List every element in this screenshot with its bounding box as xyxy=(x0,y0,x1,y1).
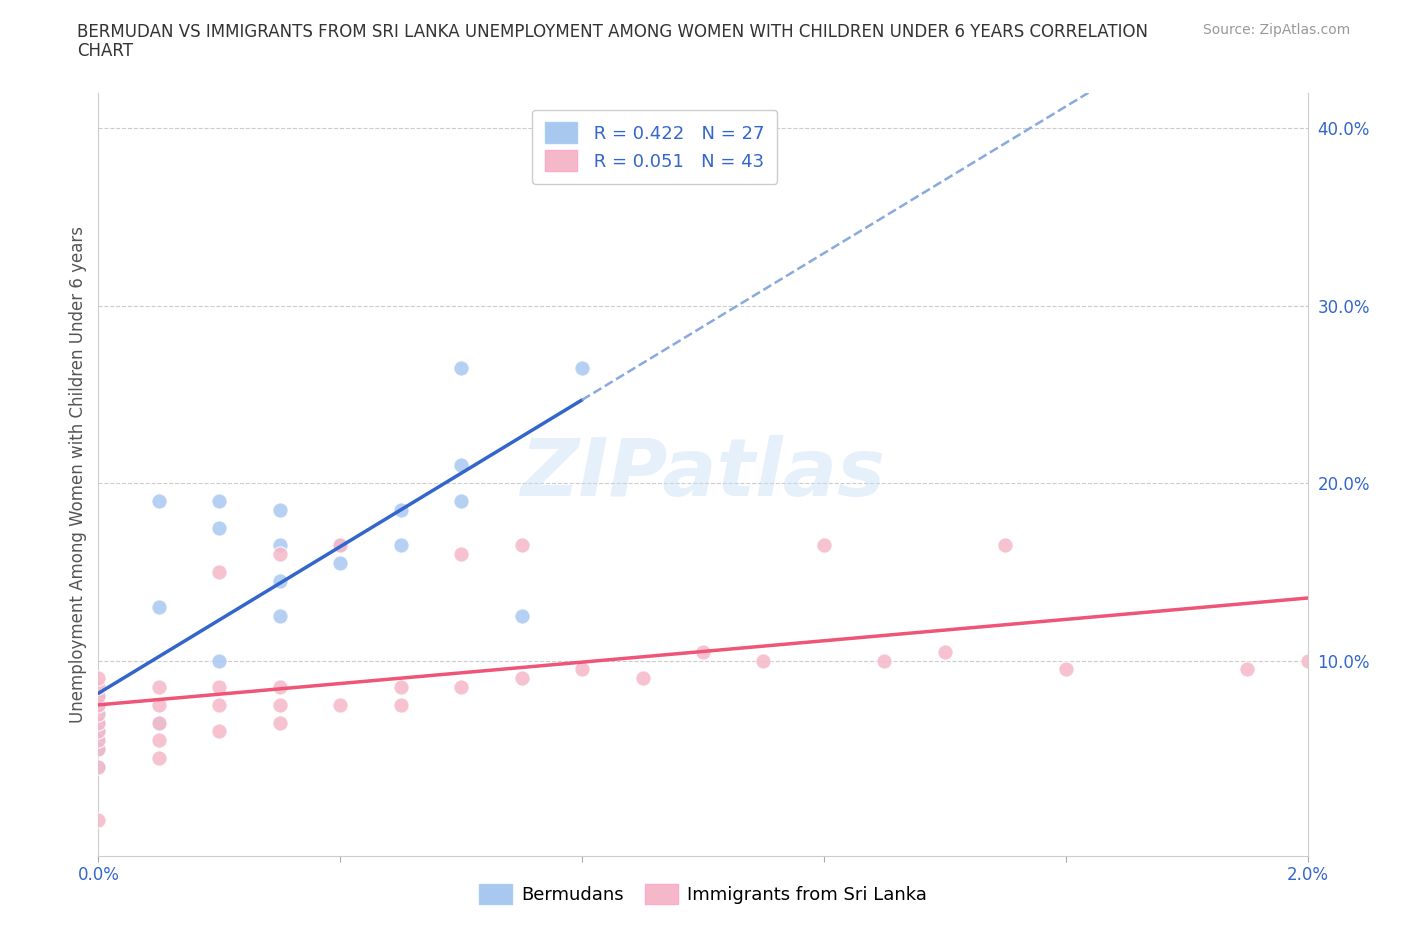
Text: BERMUDAN VS IMMIGRANTS FROM SRI LANKA UNEMPLOYMENT AMONG WOMEN WITH CHILDREN UND: BERMUDAN VS IMMIGRANTS FROM SRI LANKA UN… xyxy=(77,23,1149,41)
Point xyxy=(813,538,835,552)
Point xyxy=(269,538,291,552)
Point xyxy=(87,733,110,748)
Point xyxy=(571,662,593,677)
Point xyxy=(87,715,110,730)
Point xyxy=(87,760,110,775)
Point xyxy=(1054,662,1077,677)
Point xyxy=(87,724,110,739)
Point xyxy=(269,573,291,588)
Point xyxy=(269,609,291,624)
Point xyxy=(87,698,110,712)
Point xyxy=(208,653,231,668)
Point xyxy=(389,698,412,712)
Point xyxy=(389,538,412,552)
Point xyxy=(208,520,231,535)
Text: ZIPatlas: ZIPatlas xyxy=(520,435,886,513)
Point xyxy=(571,361,593,376)
Point xyxy=(87,733,110,748)
Point xyxy=(87,671,110,685)
Point xyxy=(994,538,1017,552)
Point xyxy=(269,698,291,712)
Point xyxy=(87,742,110,757)
Point xyxy=(510,538,533,552)
Point xyxy=(87,688,110,703)
Y-axis label: Unemployment Among Women with Children Under 6 years: Unemployment Among Women with Children U… xyxy=(69,226,87,723)
Point xyxy=(208,494,231,509)
Point xyxy=(450,547,472,562)
Point xyxy=(389,680,412,695)
Point xyxy=(450,458,472,472)
Point xyxy=(752,653,775,668)
Point xyxy=(148,698,170,712)
Point xyxy=(148,715,170,730)
Point xyxy=(329,538,352,552)
Point xyxy=(510,671,533,685)
Point xyxy=(510,609,533,624)
Legend: Bermudans, Immigrants from Sri Lanka: Bermudans, Immigrants from Sri Lanka xyxy=(472,876,934,911)
Point xyxy=(631,671,654,685)
Point xyxy=(87,680,110,695)
Point xyxy=(148,680,170,695)
Point xyxy=(87,724,110,739)
Point xyxy=(208,724,231,739)
Point xyxy=(269,680,291,695)
Point xyxy=(87,715,110,730)
Point xyxy=(87,813,110,828)
Point xyxy=(208,565,231,579)
Point xyxy=(148,751,170,765)
Point xyxy=(148,600,170,615)
Point xyxy=(329,555,352,570)
Point xyxy=(87,760,110,775)
Point xyxy=(450,680,472,695)
Point xyxy=(87,698,110,712)
Text: CHART: CHART xyxy=(77,42,134,60)
Point xyxy=(389,502,412,517)
Legend:  R = 0.422   N = 27,  R = 0.051   N = 43: R = 0.422 N = 27, R = 0.051 N = 43 xyxy=(531,110,778,184)
Point xyxy=(87,706,110,721)
Point xyxy=(208,680,231,695)
Point xyxy=(329,698,352,712)
Point xyxy=(208,698,231,712)
Point xyxy=(148,715,170,730)
Point xyxy=(329,538,352,552)
Point xyxy=(269,715,291,730)
Point xyxy=(148,494,170,509)
Point xyxy=(1296,653,1319,668)
Point xyxy=(1236,662,1258,677)
Text: Source: ZipAtlas.com: Source: ZipAtlas.com xyxy=(1202,23,1350,37)
Point xyxy=(148,733,170,748)
Point xyxy=(87,706,110,721)
Point xyxy=(269,547,291,562)
Point xyxy=(873,653,896,668)
Point xyxy=(450,361,472,376)
Point xyxy=(692,644,714,659)
Point xyxy=(450,494,472,509)
Point xyxy=(87,688,110,703)
Point xyxy=(87,742,110,757)
Point xyxy=(934,644,956,659)
Point xyxy=(269,502,291,517)
